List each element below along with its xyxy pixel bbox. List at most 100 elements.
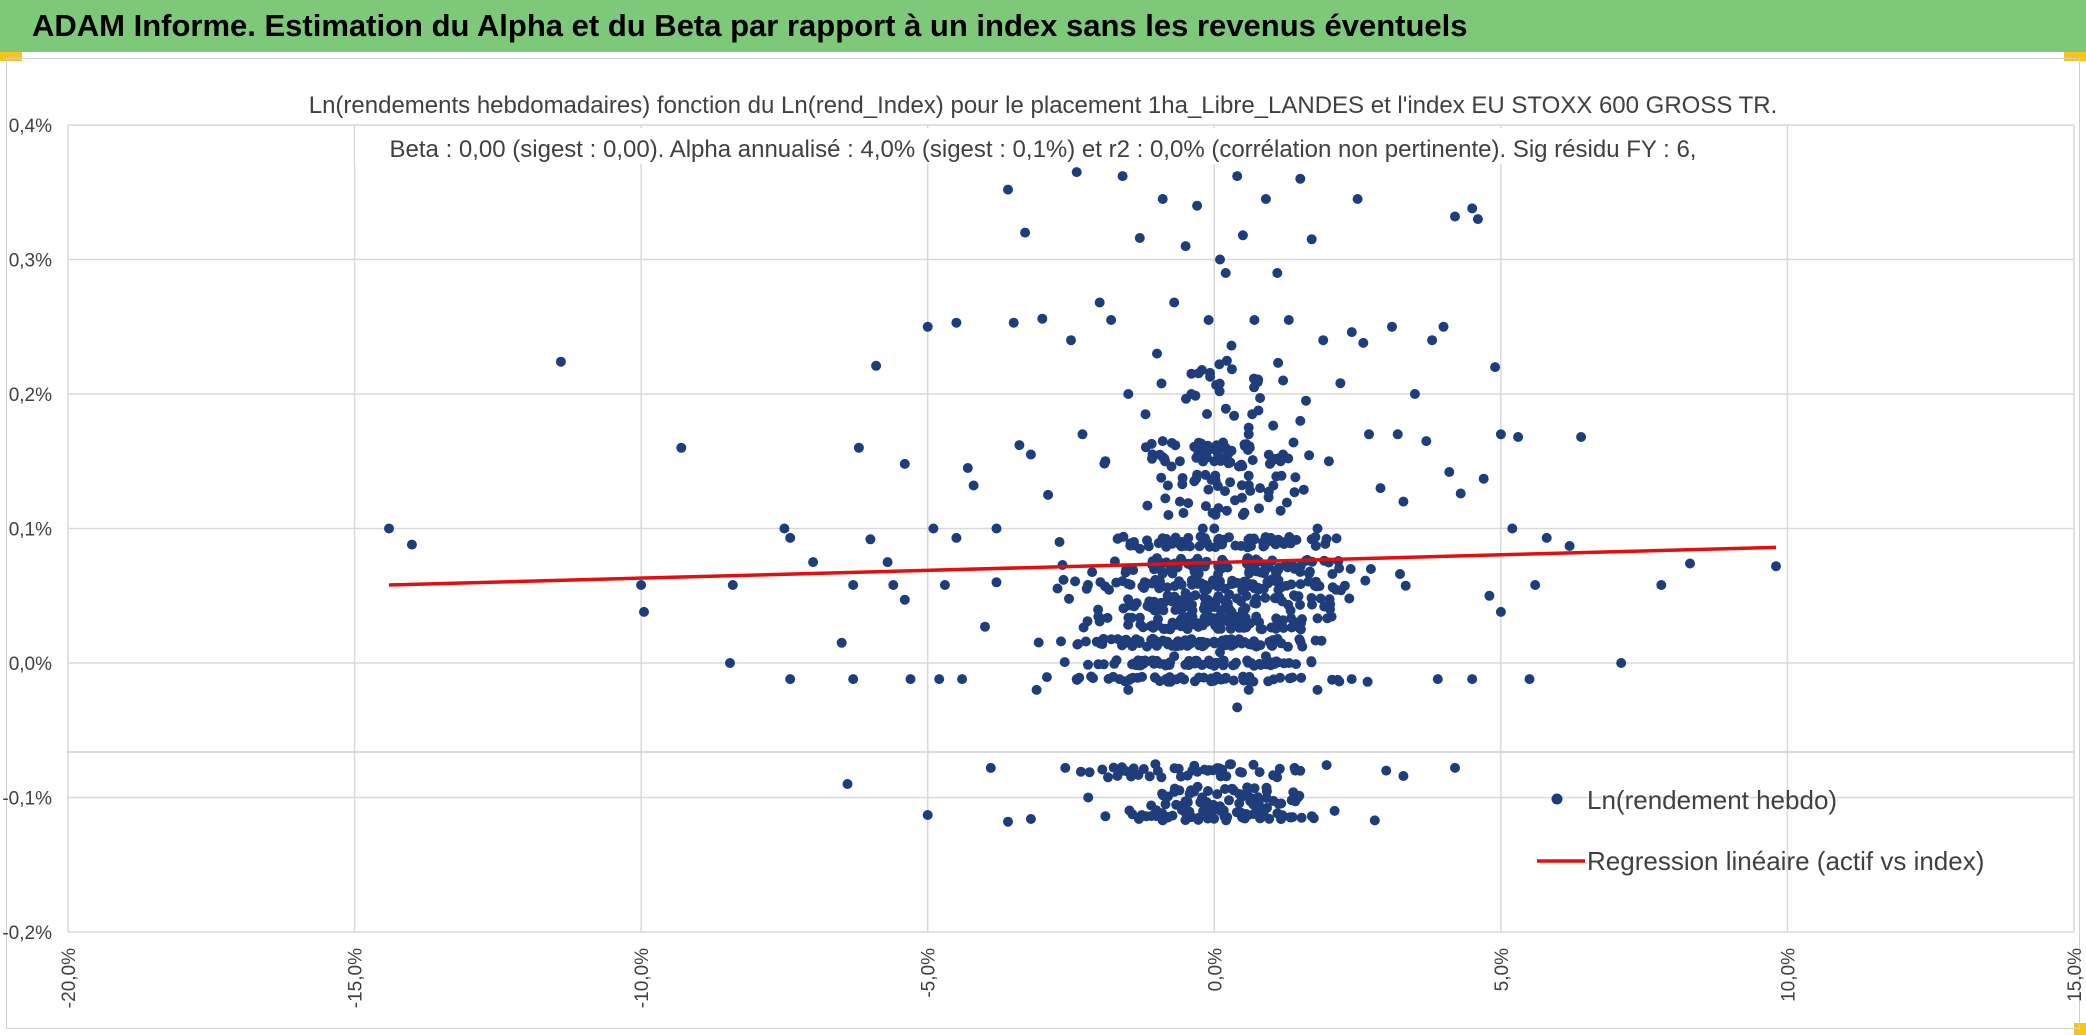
data-point	[1207, 508, 1218, 518]
x-tick-label: 10,0%	[1778, 948, 1799, 1002]
data-point	[1142, 641, 1152, 652]
data-point	[1124, 805, 1135, 816]
data-point	[1082, 616, 1093, 627]
data-point	[1147, 633, 1158, 644]
data-point	[1278, 623, 1289, 633]
data-point	[1160, 799, 1171, 810]
data-point	[1507, 523, 1518, 534]
data-point	[1126, 637, 1137, 648]
data-point	[1165, 657, 1176, 668]
data-point	[1165, 676, 1176, 687]
data-point	[1126, 771, 1137, 782]
data-point	[1191, 473, 1202, 484]
data-point	[1118, 531, 1129, 542]
data-point	[1240, 612, 1251, 623]
data-point	[951, 317, 962, 328]
data-point	[1273, 357, 1284, 368]
data-point	[639, 606, 649, 617]
data-point	[1217, 656, 1228, 667]
data-point	[1199, 764, 1210, 775]
data-point	[1244, 442, 1255, 453]
y-tick-label: 0,0%	[9, 654, 52, 675]
x-tick-label: 5,0%	[1492, 948, 1513, 991]
data-point	[1221, 355, 1232, 366]
data-point	[1184, 656, 1195, 667]
data-point	[1192, 200, 1203, 211]
data-point	[1329, 805, 1340, 816]
data-point	[1099, 458, 1110, 469]
data-point	[1169, 297, 1180, 308]
data-point	[1215, 254, 1225, 265]
data-point	[1248, 809, 1259, 820]
data-point	[1232, 171, 1243, 182]
data-point	[899, 458, 910, 469]
data-point	[808, 557, 819, 568]
data-point	[1287, 812, 1298, 823]
data-point	[1193, 621, 1204, 632]
y-tick-label: 0,2%	[9, 385, 52, 406]
data-point	[1003, 184, 1013, 195]
data-point	[1221, 771, 1232, 782]
data-point	[1253, 405, 1264, 416]
data-point	[1138, 622, 1149, 633]
data-point	[922, 810, 933, 820]
data-point	[1331, 533, 1342, 544]
data-point	[1306, 593, 1317, 603]
legend-label-regression: Regression linéaire (actif vs index)	[1587, 846, 1984, 876]
data-point	[1169, 763, 1180, 774]
data-point	[1202, 409, 1212, 419]
data-point	[1312, 613, 1323, 624]
data-point	[1220, 784, 1230, 794]
data-point	[1043, 489, 1054, 500]
data-point	[1251, 593, 1262, 604]
data-point	[1176, 617, 1187, 628]
y-tick-label: 0,3%	[9, 251, 52, 272]
data-point	[1310, 532, 1321, 542]
data-point	[1260, 194, 1271, 204]
data-point	[848, 674, 859, 685]
data-point	[1184, 593, 1195, 604]
data-point	[1220, 403, 1231, 414]
data-point	[1157, 635, 1168, 646]
data-point	[1186, 368, 1197, 379]
data-point	[1181, 804, 1192, 815]
data-point	[1254, 767, 1265, 778]
data-point	[1297, 641, 1308, 652]
data-point	[882, 557, 893, 568]
data-point	[1295, 765, 1306, 776]
data-point	[1233, 635, 1243, 646]
data-point	[1074, 672, 1085, 683]
data-point	[1220, 486, 1230, 497]
data-point	[406, 539, 417, 550]
data-point	[1083, 659, 1093, 670]
data-point	[1106, 315, 1117, 325]
data-point	[1248, 676, 1259, 687]
title-background-2	[355, 128, 1731, 164]
y-tick-label: -0,2%	[2, 923, 52, 944]
data-point	[1185, 637, 1195, 648]
data-point	[384, 523, 394, 534]
data-point	[1126, 612, 1137, 623]
data-point	[1094, 297, 1105, 308]
data-point	[991, 577, 1002, 588]
data-point	[1255, 660, 1266, 670]
legend-label-scatter: Ln(rendement hebdo)	[1587, 785, 1837, 815]
data-point	[1290, 796, 1301, 807]
axis-labels: 0,4% 0,3% 0,2% 0,1% 0,0% -0,1% -0,2% -20,0% -15,…	[2, 116, 2086, 1008]
data-point	[1312, 684, 1323, 695]
data-point	[1296, 672, 1307, 683]
legend-marker-scatter	[1551, 793, 1563, 805]
data-point	[1147, 453, 1157, 464]
data-point	[1108, 762, 1119, 773]
data-point	[980, 621, 990, 632]
data-point	[1025, 814, 1036, 824]
data-point	[1344, 593, 1355, 604]
data-point	[1163, 510, 1174, 520]
data-point	[1212, 763, 1223, 774]
data-point	[1263, 492, 1274, 503]
data-point	[1223, 458, 1234, 469]
data-point	[1261, 782, 1272, 793]
data-point	[1278, 375, 1289, 386]
data-point	[1228, 785, 1239, 796]
data-point	[1243, 480, 1254, 491]
